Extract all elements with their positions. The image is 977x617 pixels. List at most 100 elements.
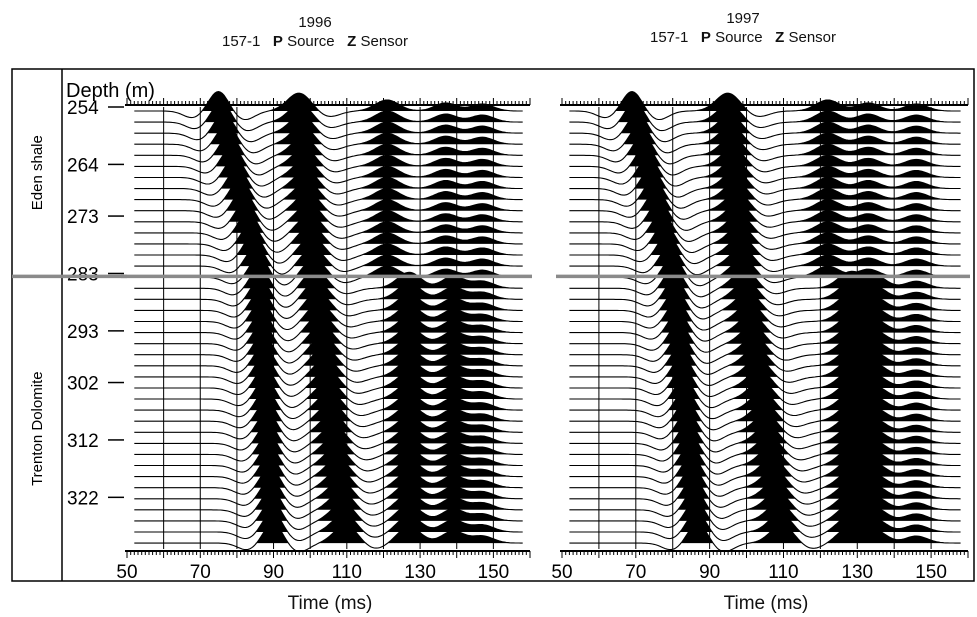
trace-fill [562, 435, 961, 455]
trace-line [134, 246, 523, 275]
trace-fill [127, 501, 523, 521]
trace-line [569, 290, 961, 320]
header-source-word: Source [287, 33, 335, 50]
header-1996: 1996 157-1 P Source Z Sensor [170, 13, 460, 51]
header-sensor-word: Sensor [788, 29, 836, 46]
trace-fill [562, 169, 961, 189]
trace-fill [562, 279, 961, 300]
x-tick-label: 70 [190, 562, 211, 583]
trace-line [134, 124, 523, 154]
trace-line [134, 500, 523, 530]
trace-line [569, 146, 961, 176]
x-tick-label: 150 [915, 562, 947, 583]
x-tick-label: 50 [116, 562, 137, 583]
trace-fill [127, 213, 523, 233]
trace-line [134, 190, 523, 220]
trace-line [134, 456, 523, 486]
trace-line [569, 390, 961, 420]
trace-fill [562, 368, 961, 388]
depth-axis-title: Depth (m) [66, 80, 155, 102]
trace-line [134, 224, 523, 253]
trace-line [569, 423, 961, 453]
trace-line [134, 102, 523, 132]
trace-fill [562, 357, 961, 377]
trace-fill [562, 501, 961, 521]
trace-fill [562, 335, 961, 355]
trace-line [134, 390, 523, 420]
trace-line [134, 135, 523, 165]
trace-line [569, 168, 961, 198]
trace-fill [127, 446, 523, 466]
trace-line [569, 179, 961, 209]
trace-line [134, 489, 523, 519]
trace-line [569, 235, 961, 265]
trace-line [134, 168, 523, 198]
trace-line [569, 434, 961, 464]
trace-line [569, 512, 961, 542]
header-source-word: Source [715, 29, 763, 46]
trace-fill [127, 357, 523, 377]
trace-fill [562, 346, 961, 366]
trace-fill [127, 280, 523, 300]
trace-line [134, 312, 523, 342]
trace-line [569, 190, 961, 220]
trace-fill [562, 158, 961, 178]
y-tick-label: 254 [67, 98, 99, 119]
header-well: 157-1 [650, 29, 689, 46]
trace-line [569, 456, 961, 486]
trace-line [134, 423, 523, 453]
header-year: 1997 [726, 10, 760, 27]
x-tick-label: 90 [263, 562, 284, 583]
x-axis-minor-ticks [561, 98, 969, 558]
trace-fill [127, 324, 523, 344]
x-tick-label: 110 [332, 562, 362, 583]
panel-1996: 50 70 90 110 130 150 [116, 91, 532, 583]
trace-line [134, 345, 523, 375]
trace-fill [127, 335, 523, 355]
trace-fill [127, 368, 523, 388]
trace-fill [562, 113, 961, 134]
trace-line [569, 157, 961, 187]
trace-fill [562, 147, 961, 167]
trace-fill [127, 235, 523, 255]
trace-line [569, 246, 961, 276]
trace-line [569, 212, 961, 242]
trace-fill [127, 479, 523, 499]
trace-fill [562, 313, 961, 333]
trace-fill [127, 468, 523, 488]
trace-fill [127, 313, 523, 333]
y-tick-label: 302 [67, 374, 99, 395]
x-axis-title-1997: Time (ms) [723, 593, 809, 614]
trace-fill [562, 235, 961, 255]
trace-line [134, 401, 523, 431]
x-tick-label: 130 [404, 562, 436, 583]
trace-line [134, 146, 523, 176]
trace-line [134, 201, 523, 231]
x-tick-label: 70 [625, 562, 646, 583]
trace-fill [127, 390, 523, 411]
trace-line [134, 467, 523, 497]
trace-line [134, 301, 523, 331]
trace-fill [127, 180, 523, 200]
trace-line [569, 201, 961, 231]
trace-fill [127, 512, 523, 532]
trace-fill [127, 401, 523, 422]
trace-line [134, 434, 523, 464]
trace-line [569, 379, 961, 409]
trace-fill [562, 102, 961, 123]
x-tick-label: 50 [551, 562, 572, 583]
header-well: 157-1 [222, 33, 261, 50]
trace-fill [562, 91, 961, 111]
trace-fill [562, 268, 961, 289]
trace-fill [127, 246, 523, 267]
trace-fill [562, 479, 961, 499]
trace-fill [127, 424, 523, 444]
trace-line [569, 113, 961, 143]
trace-line [134, 445, 523, 475]
trace-line [134, 157, 523, 187]
trace-fill [127, 302, 523, 322]
trace-line [569, 102, 961, 132]
trace-line [134, 212, 523, 242]
trace-fill [127, 202, 523, 222]
